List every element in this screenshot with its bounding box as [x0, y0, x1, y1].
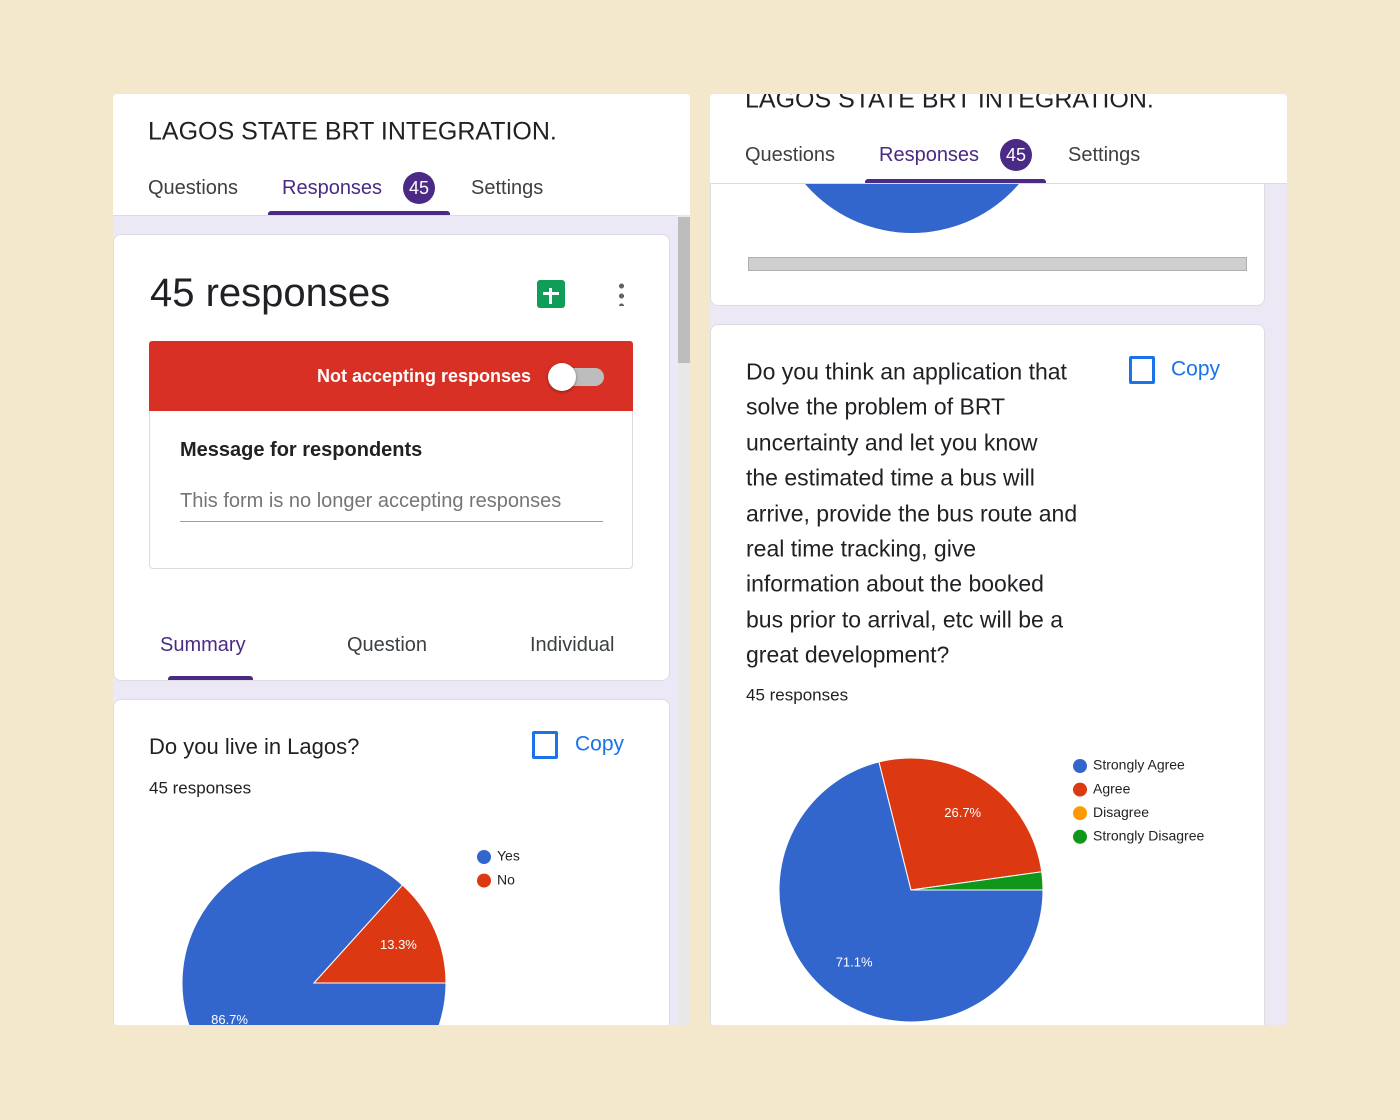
tab[interactable]: Settings: [471, 177, 544, 199]
header: LAGOS STATE BRT INTEGRATION. Questions R…: [710, 94, 1287, 184]
scrollbar: [678, 215, 690, 1025]
copy-button[interactable]: Copy: [1171, 357, 1221, 381]
message-label: Message for respondents: [180, 439, 423, 461]
response-count: 45 responses: [149, 778, 252, 798]
tab[interactable]: Settings: [1068, 144, 1141, 166]
question-line: real time tracking, give: [746, 535, 977, 562]
header: LAGOS STATE BRT INTEGRATION. Questions R…: [113, 94, 690, 216]
pie-chart: 71.1% Strongly Agree 26.7% Agree Disagree Str…: [778, 757, 1204, 1023]
tab-indicator: [268, 211, 450, 215]
slice-label: 71.1%: [836, 954, 873, 969]
pie-slice: [878, 757, 1043, 891]
message-box: Message for respondents This form is no …: [149, 411, 633, 569]
summary-card: 45 responses Not accepting responses Mes…: [113, 234, 670, 681]
more-menu[interactable]: [619, 281, 624, 306]
view-indicator: [168, 676, 253, 680]
question-line: the estimated time a bus will: [746, 464, 1035, 491]
question-line: solve the problem of BRT: [746, 393, 1006, 420]
tab[interactable]: Responses: [879, 144, 980, 166]
response-count: 45 responses: [150, 271, 391, 315]
badge: 45: [1000, 139, 1032, 171]
progress-bar: [748, 257, 1247, 271]
legend-swatch: [477, 850, 491, 864]
view-tab[interactable]: Question: [347, 634, 428, 656]
copy-icon[interactable]: [1129, 356, 1155, 384]
legend-label: Disagree: [1093, 804, 1149, 820]
question-line: uncertainty and let you know: [746, 429, 1038, 456]
tab-indicator: [865, 179, 1046, 183]
view-tab[interactable]: Summary: [160, 634, 246, 656]
tab[interactable]: Questions: [745, 144, 836, 166]
toggle[interactable]: [548, 363, 604, 391]
legend-swatch: [477, 873, 491, 888]
tab[interactable]: Responses: [282, 177, 383, 199]
question-line: information about the booked: [746, 570, 1044, 597]
form-title: LAGOS STATE BRT INTEGRATION.: [745, 94, 1154, 114]
legend-label: Strongly Agree: [1093, 757, 1185, 773]
badge: 45: [403, 172, 435, 204]
legend-swatch: [1073, 759, 1087, 773]
legend-label: Agree: [1093, 780, 1131, 796]
pie-slice: [778, 761, 1044, 1023]
status-text: Not accepting responses: [317, 366, 532, 386]
status-bar: Not accepting responses: [149, 341, 633, 411]
slice-label: 86.7%: [211, 1012, 248, 1025]
copy-icon[interactable]: [532, 731, 558, 759]
slice-label: 26.7%: [944, 805, 981, 820]
copy-button[interactable]: Copy: [575, 732, 625, 756]
legend-swatch: [1073, 806, 1087, 821]
question-line: bus prior to arrival, etc will be a: [746, 606, 1064, 633]
legend-swatch: [1073, 782, 1087, 797]
legend-swatch: [1073, 829, 1087, 844]
question-title: Do you live in Lagos?: [149, 734, 360, 759]
response-count: 45 responses: [746, 685, 849, 705]
question-line: Do you think an application that: [746, 358, 1067, 385]
slice-label: 13.3%: [380, 937, 417, 952]
scroll-thumb[interactable]: [678, 217, 690, 363]
left-panel: LAGOS STATE BRT INTEGRATION. Questions R…: [113, 94, 690, 1025]
question-line: arrive, provide the bus route and: [746, 500, 1078, 527]
input-underline: [180, 521, 603, 522]
legend-label: Strongly Disagree: [1093, 828, 1204, 844]
legend-label: No: [497, 871, 515, 887]
right-panel: LAGOS STATE BRT INTEGRATION. Questions R…: [710, 94, 1287, 1025]
question-line: great development?: [746, 641, 950, 668]
message-input[interactable]: This form is no longer accepting respons…: [180, 490, 562, 512]
pie-chart: 86.7% Yes 13.3% No: [181, 848, 520, 1025]
pie-slice: [312, 884, 447, 984]
tab[interactable]: Questions: [148, 177, 239, 199]
view-tab[interactable]: Individual: [530, 634, 615, 656]
pie-slice: [910, 871, 1044, 891]
pie-slice: [181, 850, 447, 1025]
sheets-icon[interactable]: [537, 280, 565, 308]
legend-label: Yes: [497, 848, 520, 864]
form-title: LAGOS STATE BRT INTEGRATION.: [148, 117, 557, 146]
